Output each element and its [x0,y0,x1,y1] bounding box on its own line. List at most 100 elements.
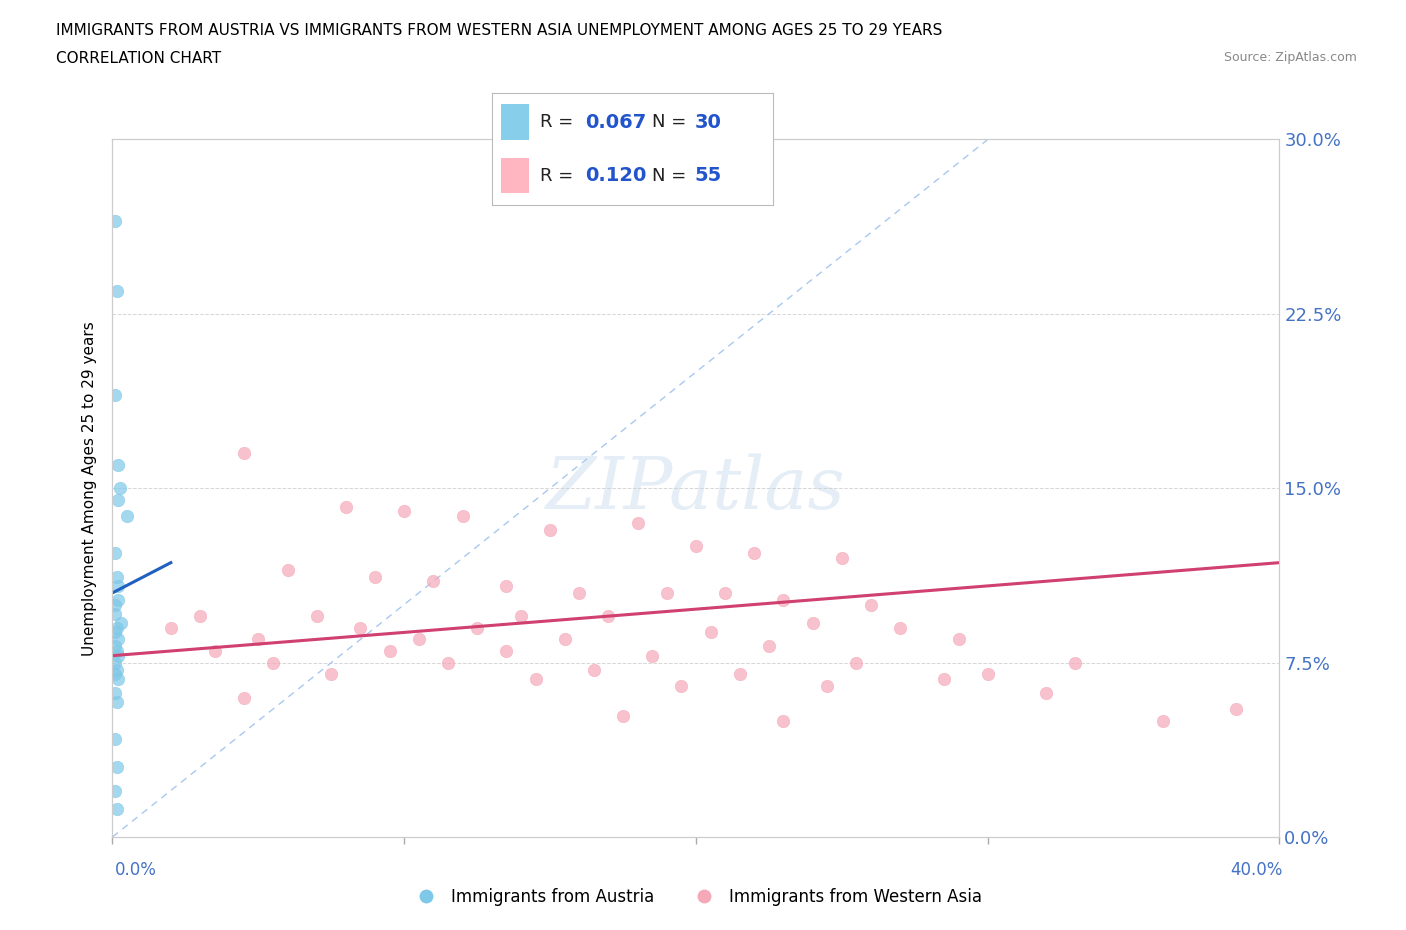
Point [1225,702,1247,717]
Point [110,616,132,631]
Point [626,515,648,530]
Point [104,606,127,621]
Point [232,446,254,461]
Point [115,509,138,524]
Point [598,609,620,624]
Point [105,644,128,658]
Point [612,709,634,724]
Point [188,609,211,624]
Y-axis label: Unemployment Among Ages 25 to 29 years: Unemployment Among Ages 25 to 29 years [82,321,97,656]
Point [772,592,794,607]
Point [105,620,128,635]
Point [422,574,444,589]
Point [845,656,868,671]
Point [859,597,883,612]
Point [815,679,838,694]
Point [104,656,127,671]
Point [538,523,561,538]
Point [831,551,853,565]
Text: N =: N = [652,113,692,131]
Point [408,632,430,647]
Point [948,632,970,647]
Legend: Immigrants from Austria, Immigrants from Western Asia: Immigrants from Austria, Immigrants from… [404,881,988,912]
Point [465,620,488,635]
Point [105,760,128,775]
Point [495,644,517,658]
Point [335,499,357,514]
Point [232,690,254,705]
Text: 0.0%: 0.0% [115,860,157,879]
Text: Source: ZipAtlas.com: Source: ZipAtlas.com [1223,51,1357,64]
Point [104,546,127,561]
Point [655,586,678,601]
Point [247,632,270,647]
Point [742,546,765,561]
Point [104,667,127,682]
Point [104,597,127,612]
Text: 0.067: 0.067 [585,113,647,131]
Point [105,662,128,677]
Point [104,685,127,700]
Point [107,458,129,472]
Point [758,639,780,654]
Bar [501,104,529,140]
Point [699,625,721,640]
Point [554,632,576,647]
Point [104,732,127,747]
Point [932,671,955,686]
Point [108,481,131,496]
Text: 0.120: 0.120 [585,166,647,185]
Point [160,620,183,635]
Point [1064,656,1087,671]
Point [104,639,127,654]
Point [1152,713,1174,728]
Point [641,648,664,663]
Point [107,493,129,508]
Point [105,569,128,584]
Point [107,578,129,593]
Point [714,586,737,601]
Point [582,662,605,677]
Point [437,656,460,671]
Point [495,578,517,593]
Point [104,214,127,229]
Text: 30: 30 [695,113,721,131]
Point [262,656,284,671]
Point [204,644,226,658]
Bar [501,158,529,193]
Point [1035,685,1057,700]
Text: R =: R = [540,166,579,184]
Point [392,504,416,519]
Point [105,802,128,817]
Text: 55: 55 [695,166,721,185]
Point [349,620,371,635]
Point [107,632,129,647]
Point [889,620,911,635]
Text: N =: N = [652,166,692,184]
Point [568,586,591,601]
Point [509,609,531,624]
Point [321,667,343,682]
Point [524,671,547,686]
Point [364,569,387,584]
Point [104,388,127,403]
Point [276,562,298,577]
Text: 40.0%: 40.0% [1230,860,1282,879]
Point [105,283,128,298]
Point [685,539,707,554]
Text: CORRELATION CHART: CORRELATION CHART [56,51,221,66]
Point [772,713,794,728]
Point [451,509,474,524]
Point [801,616,824,631]
Text: ZIPatlas: ZIPatlas [546,453,846,524]
Point [671,679,693,694]
Point [104,625,127,640]
Point [104,783,127,798]
Point [305,609,328,624]
Point [105,695,128,710]
Point [378,644,401,658]
Text: R =: R = [540,113,579,131]
Point [107,648,129,663]
Point [976,667,998,682]
Point [107,592,129,607]
